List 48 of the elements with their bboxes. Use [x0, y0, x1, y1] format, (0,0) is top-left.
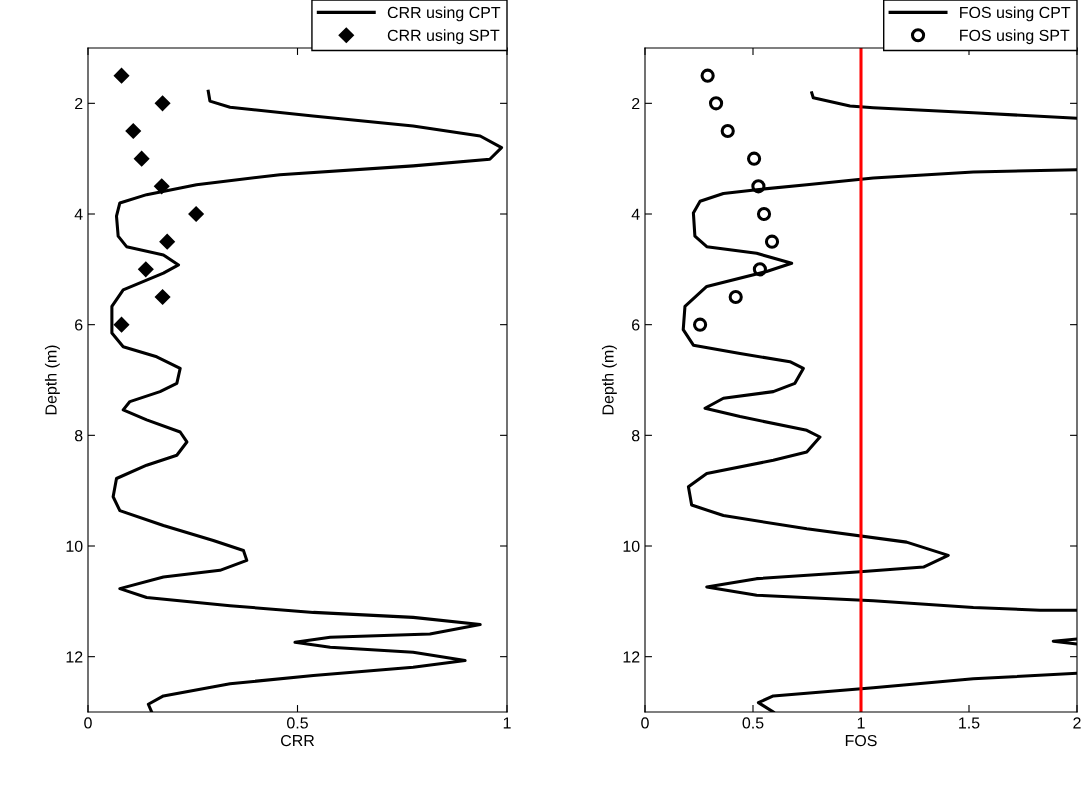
x-tick-label: 0.5	[742, 717, 764, 729]
point	[155, 289, 170, 305]
point	[114, 317, 129, 333]
x-tick-label: 1.5	[959, 717, 980, 729]
point	[693, 317, 708, 332]
x-axis-title: FOS	[845, 734, 877, 747]
y-tick-label: 12	[66, 651, 83, 663]
x-tick-label: 1	[857, 717, 865, 729]
y-axis-title: Depth (m)	[601, 345, 617, 415]
point	[764, 234, 780, 249]
x-tick-label: 0	[84, 717, 92, 729]
x-tick-label: 2	[1073, 717, 1081, 729]
legend-label: FOS using CPT	[960, 6, 1071, 22]
point	[125, 123, 141, 139]
point	[708, 96, 724, 111]
point	[752, 262, 767, 277]
point	[134, 151, 150, 167]
point	[188, 206, 204, 222]
y-tick-label: 8	[631, 429, 640, 442]
y-tick-label: 10	[66, 540, 83, 552]
y-tick-label: 6	[75, 319, 83, 331]
point	[114, 68, 129, 84]
y-tick-label: 8	[74, 429, 83, 442]
y-tick-label: 2	[75, 97, 83, 110]
point	[154, 178, 170, 194]
point	[720, 123, 735, 139]
legend-label: CRR using SPT	[387, 29, 500, 45]
y-tick-label: 10	[623, 540, 640, 552]
x-axis-title: CRR	[281, 734, 315, 747]
x-tick-label: 0	[641, 717, 649, 729]
y-tick-label: 4	[74, 208, 83, 220]
y-axis-title: Depth (m)	[44, 345, 60, 415]
y-tick-label: 2	[632, 97, 640, 110]
y-tick-label: 4	[631, 208, 640, 220]
point	[159, 234, 175, 250]
y-tick-label: 12	[623, 651, 640, 663]
point	[155, 95, 170, 111]
point	[700, 68, 715, 83]
x-tick-label: 1	[503, 717, 511, 729]
point	[751, 179, 766, 194]
point	[756, 206, 772, 222]
point	[728, 289, 743, 305]
point	[746, 151, 762, 166]
y-tick-label: 6	[632, 319, 640, 331]
legend-label: CRR using CPT	[387, 6, 501, 22]
point	[138, 261, 154, 277]
legend-label: FOS using SPT	[960, 29, 1070, 45]
x-tick-label: 0.5	[287, 717, 308, 729]
